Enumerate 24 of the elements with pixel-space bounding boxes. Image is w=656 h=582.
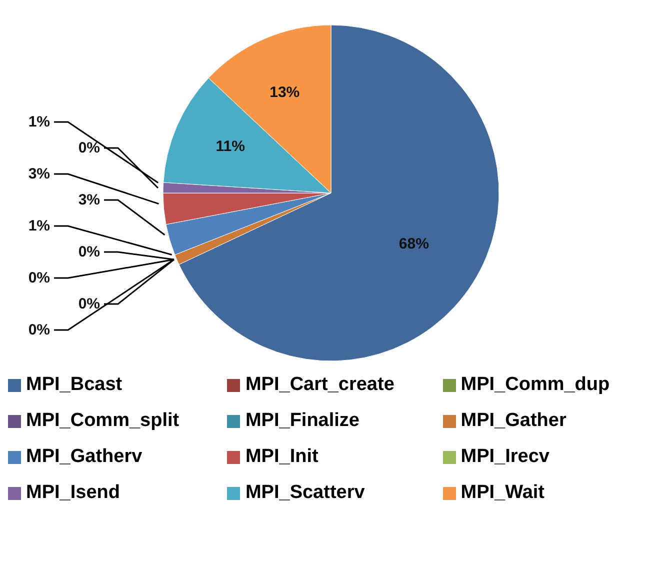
data-label: 3%	[78, 192, 100, 208]
text: 0%	[28, 322, 50, 338]
legend-label: MPI_Finalize	[245, 410, 360, 432]
text: 0%	[78, 296, 100, 312]
legend-label: MPI_Bcast	[26, 374, 122, 396]
legend-label: MPI_Wait	[460, 482, 545, 504]
legend-label: MPI_Cart_create	[245, 374, 394, 396]
text: 0%	[78, 140, 100, 156]
legend-label: MPI_Comm_split	[26, 410, 180, 432]
text: 0%	[28, 270, 50, 286]
data-label: 1%	[28, 114, 50, 130]
data-label: 3%	[28, 166, 50, 182]
legend-label: MPI_Isend	[26, 482, 120, 504]
legend-label: MPI_Scatterv	[245, 482, 365, 504]
legend-label: MPI_Irecv	[460, 446, 550, 468]
data-label: 13%	[270, 84, 300, 101]
legend-label: MPI_Comm_dup	[460, 374, 610, 396]
legend-label: MPI_Gather	[460, 410, 566, 432]
legend-label: MPI_Init	[245, 446, 318, 468]
data-label: 11%	[216, 138, 246, 156]
data-label: 68%	[398, 235, 429, 252]
data-label: 1%	[28, 218, 50, 234]
legend-label: MPI_Gatherv	[26, 446, 142, 468]
text: 0%	[78, 244, 100, 260]
